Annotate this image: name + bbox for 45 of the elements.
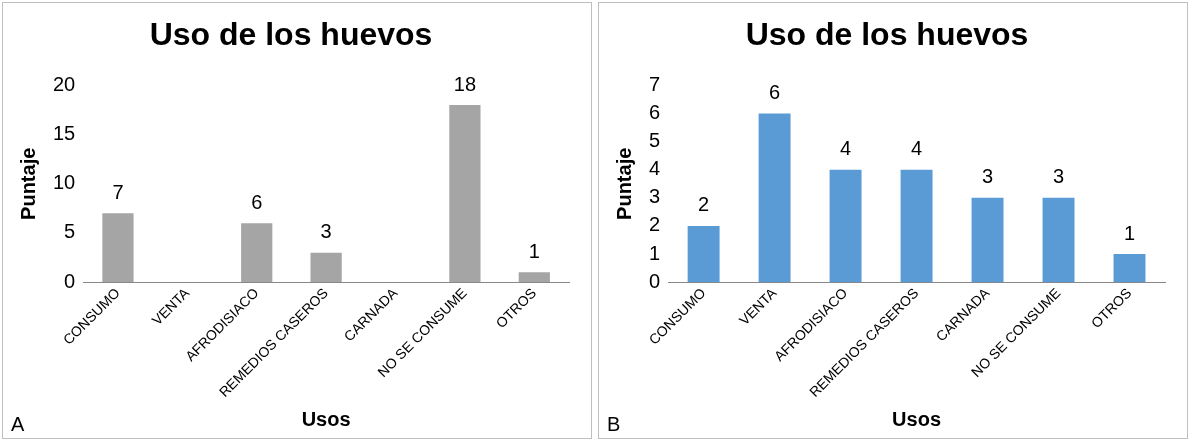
data-label: 1 <box>1123 221 1136 244</box>
y-tick-label: 20 <box>53 72 76 95</box>
y-axis-title: Puntaje <box>16 147 39 220</box>
bar <box>758 113 791 283</box>
bar <box>102 213 134 283</box>
bar <box>829 169 862 283</box>
x-axis-title: Usos <box>301 407 351 430</box>
y-tick-label: 0 <box>649 269 661 292</box>
data-label: 4 <box>840 137 852 160</box>
data-label: 7 <box>112 180 124 203</box>
data-label: 2 <box>698 193 710 216</box>
y-tick-label: 6 <box>649 101 661 124</box>
bar <box>1042 197 1075 283</box>
bar <box>518 272 550 283</box>
data-label: 18 <box>453 72 477 95</box>
data-label: 3 <box>1052 165 1065 188</box>
bar <box>687 225 720 283</box>
data-label: 4 <box>911 137 923 160</box>
bar <box>1113 254 1146 283</box>
y-tick-label: 15 <box>53 122 76 145</box>
data-label: 1 <box>528 239 540 262</box>
y-tick-label: 10 <box>53 171 76 194</box>
data-label: 6 <box>251 190 263 213</box>
y-tick-label: 5 <box>649 129 661 152</box>
data-label: 3 <box>981 165 994 188</box>
data-label: 6 <box>769 81 781 104</box>
y-tick-label: 4 <box>649 157 661 180</box>
bar <box>310 252 342 283</box>
y-tick-label: 0 <box>64 269 76 292</box>
chart-title: Uso de los huevos <box>149 16 433 53</box>
text: A <box>11 413 25 436</box>
chart-title: Uso de los huevos <box>745 16 1029 53</box>
y-tick-label: 2 <box>649 213 661 236</box>
bar <box>241 223 273 283</box>
y-axis-title: Puntaje <box>612 147 635 220</box>
y-tick-label: 5 <box>64 220 76 243</box>
data-label: 3 <box>320 220 332 243</box>
bar <box>900 169 933 283</box>
text: B <box>607 413 621 436</box>
bar <box>971 197 1004 283</box>
bar <box>449 105 481 283</box>
y-tick-label: 3 <box>649 185 661 208</box>
x-axis-title: Usos <box>892 407 942 430</box>
y-tick-label: 7 <box>649 72 661 95</box>
y-tick-label: 1 <box>649 241 661 264</box>
